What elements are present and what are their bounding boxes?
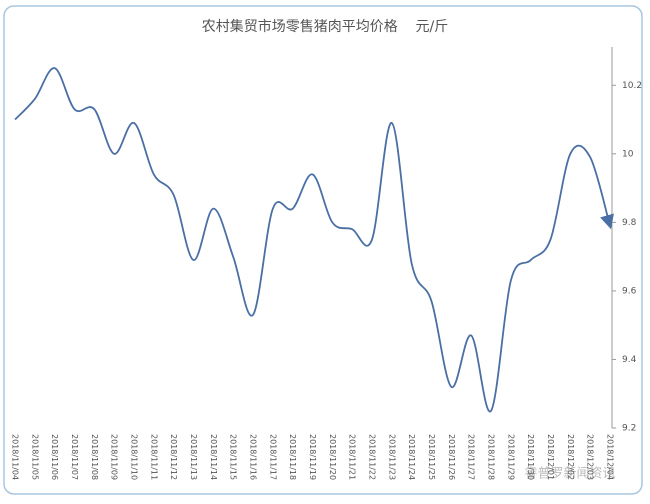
- x-tick-label: 2018/12/03: [586, 434, 595, 480]
- x-tick-label: 2018/11/05: [30, 434, 39, 480]
- x-tick-label: 2018/11/29: [506, 434, 515, 480]
- x-tick-label: 2018/11/13: [189, 434, 198, 480]
- price-line: [14, 67, 614, 412]
- x-tick-label: 2018/11/12: [169, 434, 178, 480]
- x-tick-label: 2018/11/24: [407, 434, 416, 480]
- frame: [3, 5, 643, 495]
- watermark: 睿普罗新闻资讯: [524, 466, 615, 482]
- y-tick-label: 9.2: [622, 424, 636, 434]
- x-tick-label: 2018/11/15: [229, 434, 238, 480]
- x-tick-label: 2018/11/10: [130, 434, 139, 480]
- x-tick-label: 2018/12/04: [606, 434, 615, 480]
- x-tick-label: 2018/11/14: [209, 434, 218, 480]
- x-tick-label: 2018/11/06: [50, 434, 59, 480]
- x-tick-label: 2018/11/30: [526, 434, 535, 480]
- y-tick-label: 10.2: [622, 81, 642, 91]
- x-tick-label: 2018/11/21: [348, 434, 357, 480]
- x-tick-label: 2018/11/19: [308, 434, 317, 480]
- x-tick-label: 2018/11/23: [387, 434, 396, 480]
- x-tick-label: 2018/12/01: [546, 434, 555, 480]
- x-tick-label: 2018/12/02: [566, 434, 575, 480]
- x-tick-label: 2018/11/28: [487, 434, 496, 480]
- x-tick-label: 2018/11/17: [268, 434, 277, 480]
- x-tick-label: 2018/11/16: [249, 434, 258, 480]
- chart-title: 农村集贸市场零售猪肉平均价格 元/斤: [202, 18, 449, 35]
- x-tick-label: 2018/11/18: [288, 434, 297, 480]
- x-tick-label: 2018/11/11: [149, 434, 158, 480]
- x-tick-label: 2018/11/20: [328, 434, 337, 480]
- x-tick-label: 2018/11/25: [427, 434, 436, 480]
- y-tick-label: 9.8: [622, 218, 637, 228]
- x-tick-label: 2018/11/09: [110, 434, 119, 480]
- x-tick-label: 2018/11/27: [467, 434, 476, 480]
- x-tick-label: 2018/11/22: [368, 434, 377, 480]
- x-tick-label: 2018/11/07: [70, 434, 79, 480]
- x-tick-label: 2018/11/26: [447, 434, 456, 480]
- y-tick-label: 9.6: [622, 286, 637, 296]
- x-tick-label: 2018/11/08: [90, 434, 99, 480]
- x-tick-label: 2018/11/04: [11, 434, 20, 480]
- y-tick-label: 9.4: [622, 355, 637, 365]
- y-tick-label: 10: [622, 149, 634, 159]
